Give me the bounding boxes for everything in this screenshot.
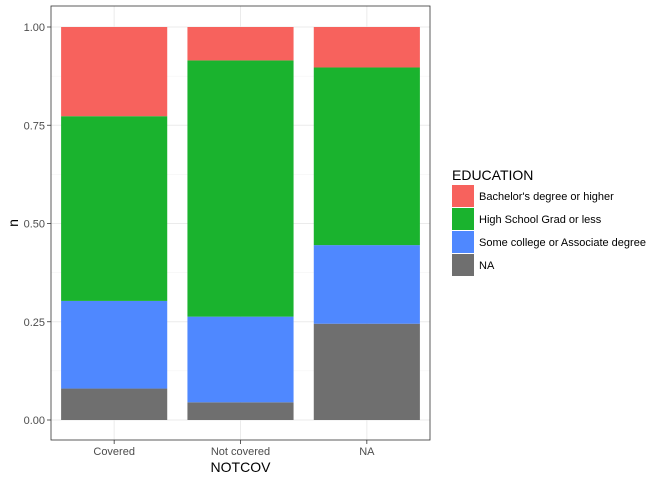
bar-segment [61,116,168,301]
bar-segment [313,67,420,246]
x-tick-label: Covered [93,446,135,458]
y-tick-label: 0.75 [24,120,45,132]
bar-segment [61,300,168,389]
y-tick-label: 0.25 [24,317,45,329]
bar-segment [187,402,294,420]
x-axis: Covered Not covered NA [93,440,375,458]
bar-segment [61,27,168,117]
legend-title: EDUCATION [452,167,533,183]
bar-segment [187,316,294,403]
legend-label: NA [479,260,495,272]
y-axis: 0.00 0.25 0.50 0.75 1.00 [24,22,51,427]
legend-label: Bachelor's degree or higher [479,191,614,203]
legend-key [452,254,474,276]
legend-label: Some college or Associate degree [479,237,646,249]
bar-segment [313,27,420,68]
legend-key [452,231,474,253]
bar-segment [313,323,420,420]
y-axis-title: n [5,219,21,227]
legend-label: High School Grad or less [479,214,602,226]
legend-key [452,208,474,230]
legend-key [452,185,474,207]
x-tick-label: NA [359,446,375,458]
bar-segment [313,245,420,324]
bar-segment [187,27,294,61]
x-axis-title: NOTCOV [211,459,272,475]
legend: EDUCATION Bachelor's degree or higher Hig… [452,167,646,276]
bars [61,27,420,420]
y-tick-label: 1.00 [24,22,45,34]
y-tick-label: 0.00 [24,415,45,427]
bar-segment [187,60,294,317]
bar-segment [61,388,168,420]
x-tick-label: Not covered [211,446,270,458]
y-tick-label: 0.50 [24,219,45,231]
